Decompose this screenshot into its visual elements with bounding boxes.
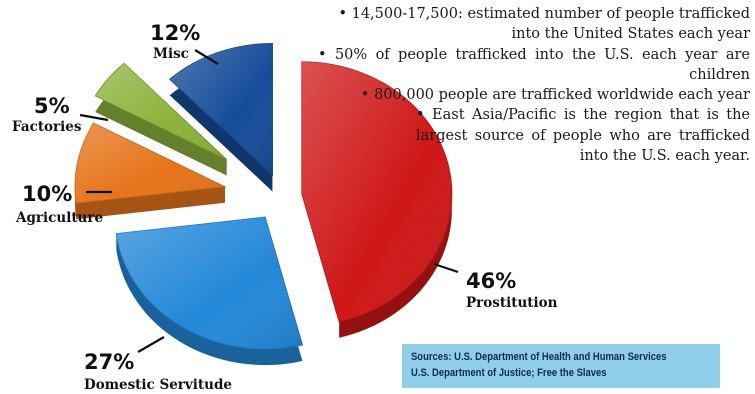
pie-slice-sheen — [301, 61, 452, 322]
pie-slice-sheen — [116, 217, 303, 350]
domestic-servitude-percent: 27% — [84, 350, 134, 374]
pie-slice-sheen — [169, 43, 273, 176]
pie-slice-sheen — [95, 63, 227, 160]
domestic-servitude-label: Domestic Servitude — [84, 377, 232, 393]
sources-box: Sources: U.S. Department of Health and H… — [402, 344, 720, 388]
pie-slice-side — [116, 217, 303, 366]
fact-item: • 14,500-17,500: estimated number of peo… — [338, 6, 750, 43]
misc-label: Misc — [153, 46, 189, 62]
sources-line: Sources: U.S. Department of Health and H… — [411, 351, 667, 363]
pie-slice-side — [75, 123, 226, 220]
factories-label: Factories — [12, 119, 82, 135]
sources-line: U.S. Department of Justice; Free the Sla… — [411, 367, 607, 379]
leader-line — [433, 262, 459, 274]
leader-line — [194, 49, 219, 65]
leader-line — [79, 113, 109, 122]
pie-slice-side — [169, 43, 273, 192]
agriculture-percent: 10% — [22, 182, 72, 206]
pie-slice-prostitution — [301, 61, 453, 338]
pie-slice-misc — [168, 42, 273, 192]
leader-line — [137, 336, 165, 353]
pie-slice-factories — [94, 62, 228, 176]
pie-slice-side — [95, 63, 227, 176]
factories-percent: 5% — [34, 94, 70, 118]
pie-slice-agriculture — [74, 122, 227, 220]
fact-item: • 50% of people trafficked into the U.S.… — [318, 46, 750, 83]
prostitution-label: Prostitution — [466, 295, 558, 311]
misc-percent: 12% — [150, 21, 200, 45]
agriculture-label: Agriculture — [15, 210, 103, 226]
pie-slice-sheen — [75, 123, 226, 204]
fact-item: • 800,000 people are trafficked worldwid… — [360, 87, 750, 104]
facts-list: • 14,500-17,500: estimated number of peo… — [318, 4, 750, 166]
prostitution-percent: 46% — [466, 269, 516, 293]
fact-item: • East Asia/Pacific is the region that i… — [416, 107, 750, 165]
pie-slice-domestic-servitude — [115, 216, 304, 366]
